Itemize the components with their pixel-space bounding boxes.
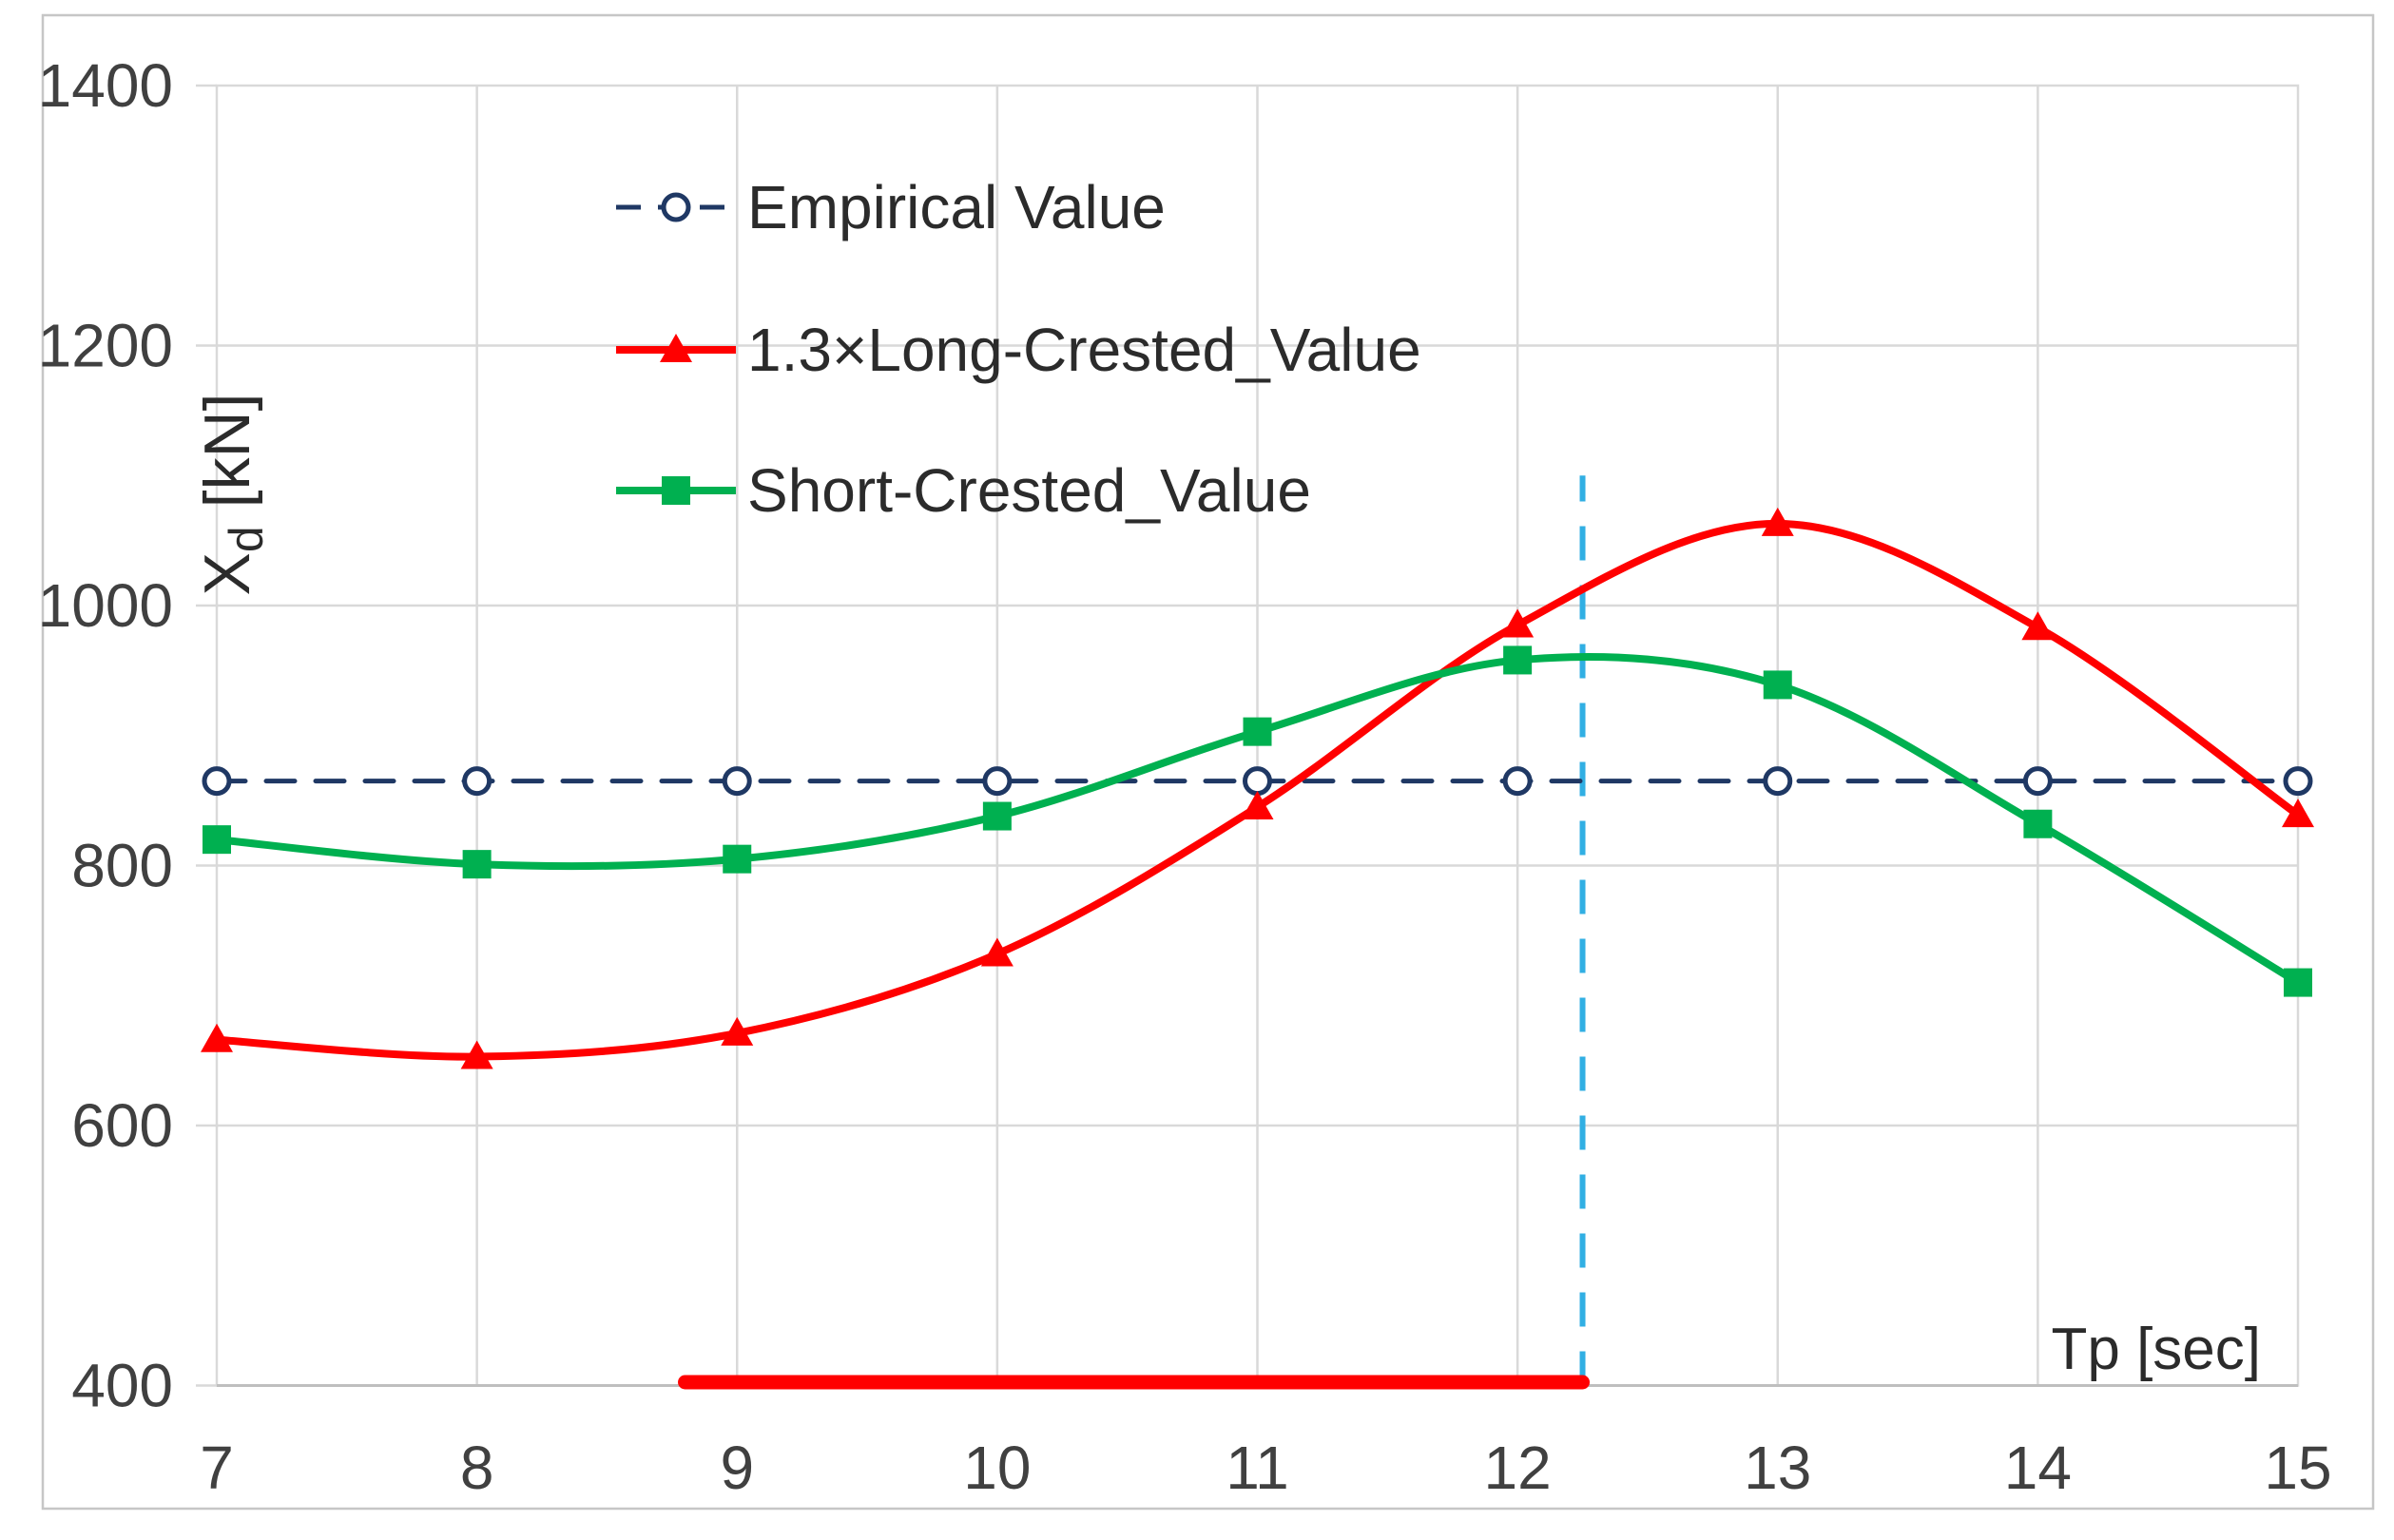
x-tick-label: 7 — [200, 1434, 234, 1502]
annotations — [678, 475, 1591, 1390]
x-tick-label: 15 — [2264, 1434, 2331, 1502]
data-point-circle — [982, 766, 1013, 797]
y-tick-label: 800 — [71, 832, 173, 900]
data-point-triangle — [980, 937, 1014, 967]
data-point-square — [462, 850, 492, 879]
data-point-triangle — [1501, 608, 1535, 638]
data-point-circle — [1243, 766, 1272, 797]
y-tick-label: 1200 — [38, 312, 173, 380]
data-point-square — [2284, 968, 2312, 997]
legend-label: 1.3×Long-Crested_Value — [747, 316, 1421, 384]
data-point-circle — [462, 766, 492, 797]
data-point-triangle — [2282, 799, 2314, 828]
data-point-square — [2023, 809, 2053, 838]
axis-labels: Tp [sec] Xd [kN] — [191, 394, 2261, 1382]
y-tick-label: 1400 — [38, 51, 173, 120]
data-point-square — [662, 476, 690, 505]
data-point-square — [203, 825, 231, 855]
y-tick-label: 400 — [71, 1352, 173, 1420]
data-point-square — [1243, 717, 1272, 746]
data-point-triangle — [660, 334, 692, 362]
data-point-triangle — [1241, 790, 1274, 819]
data-point-square — [723, 844, 752, 874]
data-point-square — [982, 801, 1012, 831]
legend-item-1-3-long-crested-value: 1.3×Long-Crested_Value — [616, 316, 1421, 384]
series-markers — [201, 507, 2314, 1069]
series-markers-short-crested-value — [203, 645, 2312, 997]
x-tick-label: 14 — [2004, 1434, 2072, 1502]
data-point-circle — [1502, 766, 1533, 797]
legend-item-short-crested-value: Short-Crested_Value — [616, 456, 1311, 525]
figure-border — [41, 13, 2375, 1511]
series-line-1-3-long-crested-value — [213, 519, 2302, 1061]
data-point-triangle — [721, 1016, 754, 1046]
y-tick-label: 1000 — [38, 571, 173, 640]
data-point-square — [1763, 670, 1792, 700]
data-point-triangle — [201, 1023, 233, 1052]
x-tick-label: 10 — [963, 1434, 1031, 1502]
x-tick-label: 9 — [720, 1434, 754, 1502]
data-point-circle — [1763, 766, 1793, 797]
data-point-circle — [2283, 766, 2313, 797]
data-point-circle — [202, 766, 232, 797]
x-axis-title: Tp [sec] — [2051, 1317, 2261, 1382]
data-point-triangle — [460, 1040, 493, 1069]
series-markers-empirical-value — [202, 766, 2313, 797]
x-tick-label: 8 — [460, 1434, 494, 1502]
legend: Empirical Value 1.3×Long-Crested_Value Sho… — [616, 173, 1421, 525]
y-tick-label: 600 — [71, 1091, 173, 1160]
legend-item-empirical-value: Empirical Value — [616, 173, 1166, 241]
legend-label: Empirical Value — [747, 173, 1166, 241]
x-tick-label: 11 — [1226, 1434, 1288, 1502]
data-point-circle — [661, 192, 691, 222]
tick-labels: 400 600 800 1000 1200 1400 7 8 9 10 11 12 13 14 15 — [38, 51, 2332, 1502]
x-tick-label: 12 — [1484, 1434, 1552, 1502]
x-tick-label: 13 — [1744, 1434, 1811, 1502]
y-axis-title: Xd [kN] — [191, 394, 273, 596]
data-point-square — [1503, 645, 1533, 675]
data-point-triangle — [1761, 507, 1794, 536]
legend-label: Short-Crested_Value — [747, 456, 1311, 525]
series-markers-1-3-long-crested-value — [201, 507, 2314, 1069]
data-point-circle — [2022, 766, 2053, 797]
data-point-circle — [722, 766, 752, 797]
data-point-triangle — [2021, 611, 2055, 641]
